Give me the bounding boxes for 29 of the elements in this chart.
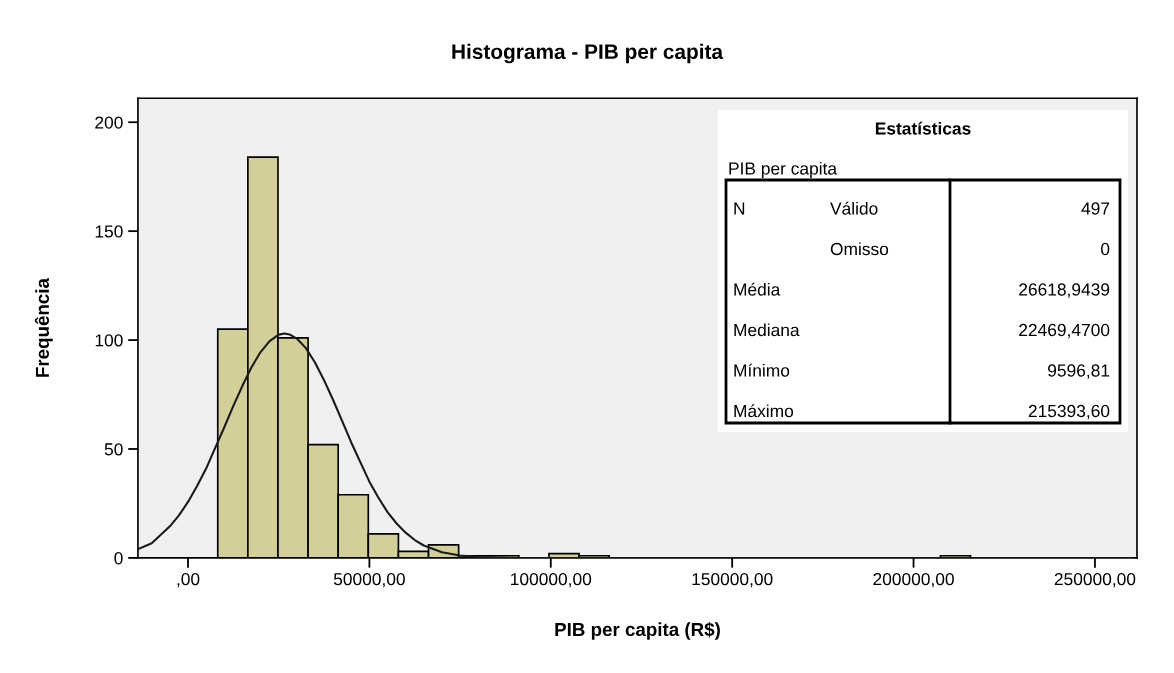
y-tick-label: 0 [114, 552, 123, 565]
annotation: Máximo [734, 404, 794, 418]
y-tick-label: 100 [95, 334, 123, 347]
y-tick-label: 50 [104, 443, 123, 456]
annotation: PIB per capita [729, 161, 838, 179]
annotation: N [734, 202, 745, 215]
chart-title: Histograma - PIB per capita [452, 43, 724, 64]
x-tick-label: ,00 [177, 572, 200, 588]
y-axis-title: Frequência [34, 277, 53, 377]
x-tick-label: 150000,00 [692, 572, 773, 588]
annotation: Mínimo [734, 363, 790, 377]
annotation: 22469,4700 [1019, 323, 1110, 339]
x-axis-title: PIB per capita (R$) [555, 622, 720, 640]
annotation: Mediana [734, 323, 800, 337]
annotation: Válido [830, 201, 878, 215]
annotation: Estatísticas [875, 121, 971, 135]
annotation: 497 [1081, 202, 1110, 215]
annotation: Média [734, 282, 781, 296]
annotation: 215393,60 [1028, 404, 1110, 420]
annotation: 9596,81 [1048, 364, 1110, 379]
y-tick-label: 150 [95, 225, 123, 238]
x-tick-label: 50000,00 [333, 572, 405, 588]
y-tick-label: 200 [95, 116, 123, 129]
x-tick-label: 200000,00 [873, 572, 954, 588]
annotation: 0 [1101, 242, 1110, 256]
annotation: 26618,9439 [1019, 283, 1110, 298]
x-tick-label: 250000,00 [1054, 572, 1136, 588]
annotation: Omisso [830, 242, 889, 256]
x-tick-label: 100000,00 [511, 572, 592, 588]
